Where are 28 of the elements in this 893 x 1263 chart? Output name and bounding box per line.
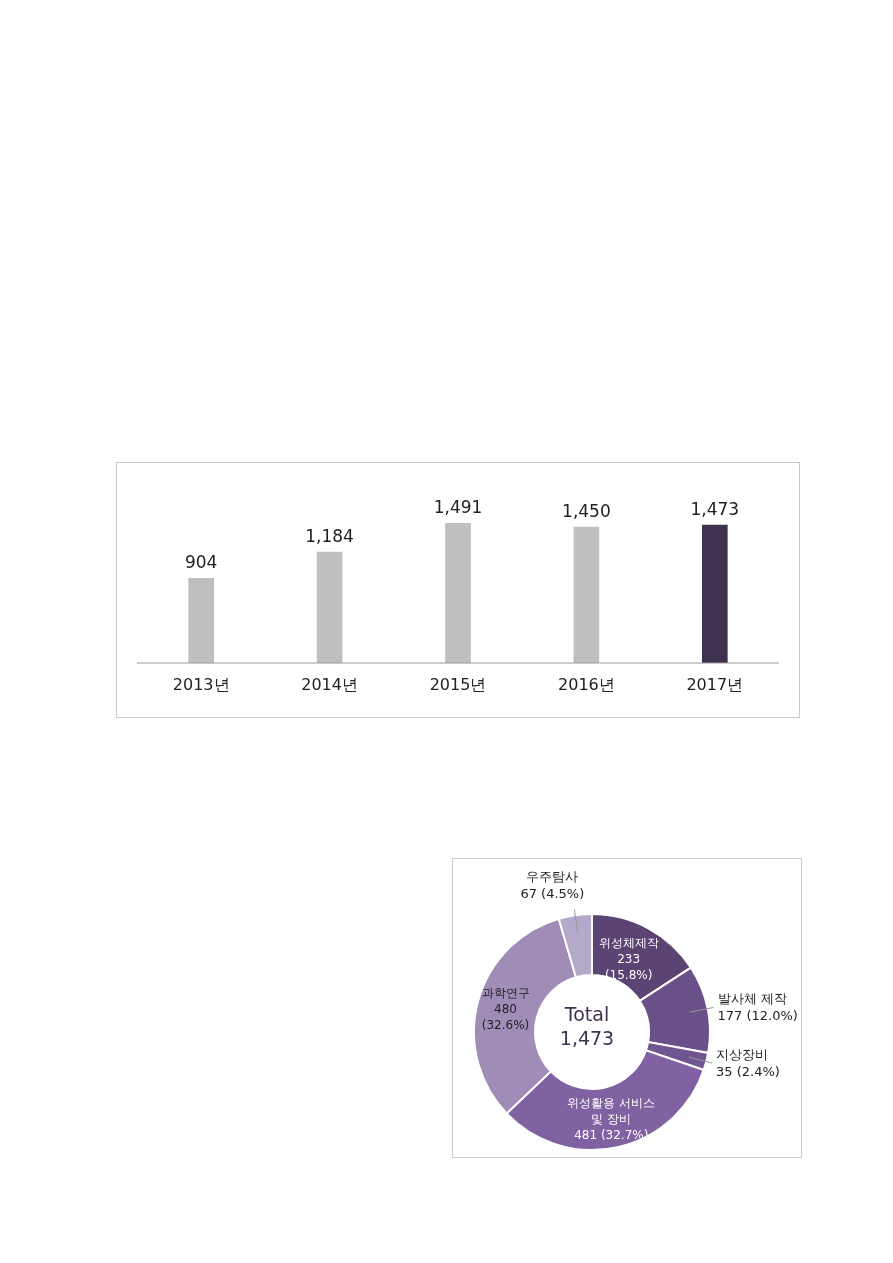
text: Total xyxy=(563,1002,610,1025)
data-label: 1,473 xyxy=(690,498,740,519)
slice-label: 우주탐사 xyxy=(526,868,579,884)
x-tick-label: 2017년 xyxy=(686,675,744,695)
data-label: 1,491 xyxy=(433,497,483,517)
bar xyxy=(316,551,343,663)
x-tick-label: 2013년 xyxy=(172,675,230,695)
slice-label: 발사체 제작 xyxy=(717,990,787,1006)
data-label: 904 xyxy=(184,552,218,573)
data-label: 67 (4.5%) xyxy=(520,885,585,901)
bar xyxy=(573,526,600,663)
data-label: 480 (32.6%) xyxy=(481,1001,530,1032)
data-label: 481 (32.7%) xyxy=(574,1127,649,1142)
bar xyxy=(445,523,471,663)
slice-label: 위성체제작 xyxy=(598,935,659,950)
x-tick-label: 2015년 xyxy=(429,675,487,695)
bar xyxy=(701,524,728,663)
x-tick-label: 2016년 xyxy=(558,675,615,695)
data-label: 1,450 xyxy=(562,500,611,521)
data-label: 35 (2.4%) xyxy=(716,1063,780,1079)
bar xyxy=(188,578,215,663)
slice-label: 과학연구 xyxy=(481,985,530,1000)
x-tick-label: 2014년 xyxy=(301,675,358,695)
text: 1,473 xyxy=(559,1026,615,1049)
data-label: 1,184 xyxy=(305,525,354,546)
slice-label: 위성활용 서비스 및 장비 xyxy=(567,1095,656,1126)
slice-label: 지상장비 xyxy=(716,1046,769,1062)
data-label: 177 (12.0%) xyxy=(717,1007,798,1023)
